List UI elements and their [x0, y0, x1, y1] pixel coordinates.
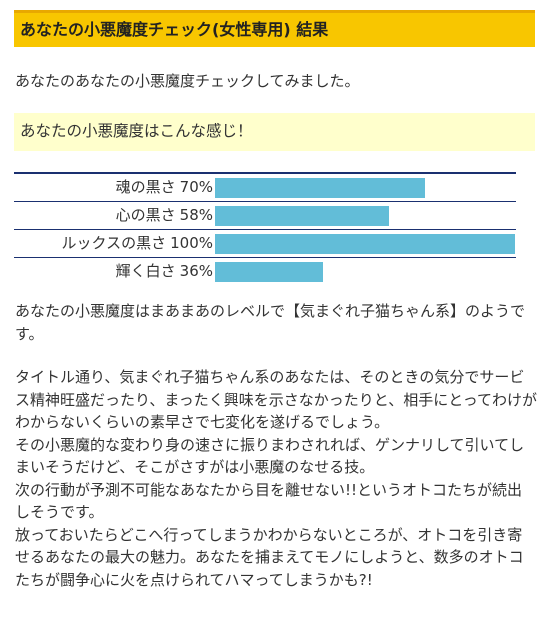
summary-text: あなたの小悪魔度はまあまあのレベルで【気まぐれ子猫ちゃん系】のようです。	[15, 302, 526, 343]
result-header: あなたの小悪魔度チェック(女性専用) 結果	[14, 10, 535, 47]
value-label: 100%	[170, 234, 213, 252]
value-label: 36%	[179, 262, 213, 280]
bar-row: 心の黒さ 58%	[14, 202, 516, 230]
description: タイトル通り、気まぐれ子猫ちゃん系のあなたは、そのときの気分でサービス精神旺盛だ…	[15, 366, 537, 591]
description-line: その小悪魔的な変わり身の速さに振りまわされれば、ゲンナリして引いてしまいそうだけ…	[15, 435, 525, 477]
bar	[215, 234, 515, 254]
bar-track	[215, 234, 515, 254]
highlight-box: あなたの小悪魔度はこんな感じ！	[14, 113, 535, 151]
category-label: 輝く白さ	[115, 262, 176, 280]
bar-row: ルックスの黒さ 100%	[14, 230, 516, 258]
category-label: ルックスの黒さ	[61, 234, 167, 252]
bar-chart: 魂の黒さ 70% 心の黒さ 58% ルックスの黒さ 100% 輝く白さ 36%	[14, 172, 516, 285]
bar	[215, 178, 425, 198]
row-label: ルックスの黒さ 100%	[58, 230, 213, 257]
bar-row: 魂の黒さ 70%	[14, 174, 516, 202]
value-label: 58%	[179, 206, 213, 224]
row-label: 輝く白さ 36%	[112, 258, 213, 285]
row-label: 魂の黒さ 70%	[112, 174, 213, 201]
value-label: 70%	[179, 178, 213, 196]
bar	[215, 206, 389, 226]
bar	[215, 262, 323, 282]
bar-track	[215, 178, 515, 198]
description-line: 放っておいたらどこへ行ってしまうかわからないところが、オトコを引き寄せるあなたの…	[15, 525, 524, 589]
row-label: 心の黒さ 58%	[112, 202, 213, 229]
bar-row: 輝く白さ 36%	[14, 258, 516, 285]
intro-text: あなたのあなたの小悪魔度チェックしてみました。	[15, 72, 360, 90]
description-line: タイトル通り、気まぐれ子猫ちゃん系のあなたは、そのときの気分でサービス精神旺盛だ…	[15, 368, 538, 431]
bar-track	[215, 262, 515, 282]
category-label: 魂の黒さ	[115, 178, 176, 196]
bar-track	[215, 206, 515, 226]
description-line: 次の行動が予測不可能なあなたから目を離せない!!というオトコたちが続出しそうです…	[15, 480, 523, 522]
category-label: 心の黒さ	[115, 206, 176, 224]
